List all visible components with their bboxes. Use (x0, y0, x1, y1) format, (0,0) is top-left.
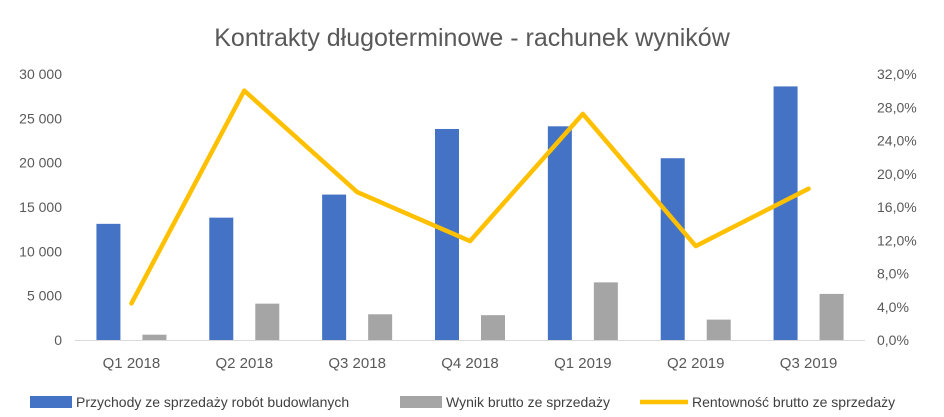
legend-label: Rentowność brutto ze sprzedaży (692, 394, 895, 410)
x-axis-category-label: Q3 2019 (780, 355, 838, 372)
bar-revenue (547, 126, 572, 341)
y-axis-left-tick-label: 15 000 (19, 199, 62, 215)
x-axis-category-label: Q4 2018 (441, 355, 499, 372)
y-axis-right-tick-label: 28,0% (877, 99, 917, 115)
legend-label: Wynik brutto ze sprzedaży (446, 394, 610, 410)
y-axis-right-tick-label: 4,0% (877, 299, 909, 315)
axes: 0 5 000 10 000 15 000 20 000 25 000 30 000 0,0%… (19, 66, 917, 372)
x-axis-category-label: Q1 2018 (103, 355, 161, 372)
chart-title: Kontrakty długoterminowe - rachunek wyni… (214, 24, 730, 52)
bar-gross-result (706, 319, 731, 340)
legend-swatch (30, 396, 72, 408)
bar-revenue (773, 86, 798, 340)
y-axis-left-tick-label: 10 000 (19, 243, 62, 259)
bars (96, 86, 844, 341)
y-axis-left-tick-label: 25 000 (19, 110, 62, 126)
legend: Przychody ze sprzedaży robót budowlanych… (30, 394, 895, 410)
x-axis-category-label: Q2 2019 (667, 355, 725, 372)
line-series (129, 88, 811, 306)
x-axis-category-label: Q1 2019 (554, 355, 612, 372)
bar-gross-result (368, 314, 393, 340)
y-axis-right-tick-label: 32,0% (877, 66, 917, 82)
y-axis-left-tick-label: 0 (54, 332, 62, 348)
y-axis-right-tick-label: 20,0% (877, 166, 917, 182)
bar-gross-result (819, 293, 844, 340)
legend-label: Przychody ze sprzedaży robót budowlanych (76, 394, 349, 410)
y-axis-left-tick-label: 5 000 (27, 288, 62, 304)
y-axis-right-tick-label: 24,0% (877, 133, 917, 149)
x-axis-category-label: Q3 2018 (328, 355, 386, 372)
bar-gross-result (593, 282, 618, 340)
bar-gross-result (255, 303, 280, 340)
legend-swatch (400, 396, 442, 408)
x-axis-category-label: Q2 2018 (216, 355, 274, 372)
bar-gross-result (481, 315, 505, 340)
bar-gross-result (142, 334, 167, 340)
y-axis-right-tick-label: 8,0% (877, 266, 909, 282)
bar-revenue (322, 194, 347, 340)
y-axis-left-tick-label: 30 000 (19, 66, 62, 82)
y-axis-right-tick-label: 16,0% (877, 199, 917, 215)
y-axis-left-tick-label: 20 000 (19, 155, 62, 171)
y-axis-right-tick-label: 12,0% (877, 232, 917, 248)
bar-revenue (96, 223, 121, 340)
y-axis-right-tick-label: 0,0% (877, 332, 909, 348)
bar-revenue (660, 158, 685, 340)
bar-revenue (209, 217, 234, 340)
